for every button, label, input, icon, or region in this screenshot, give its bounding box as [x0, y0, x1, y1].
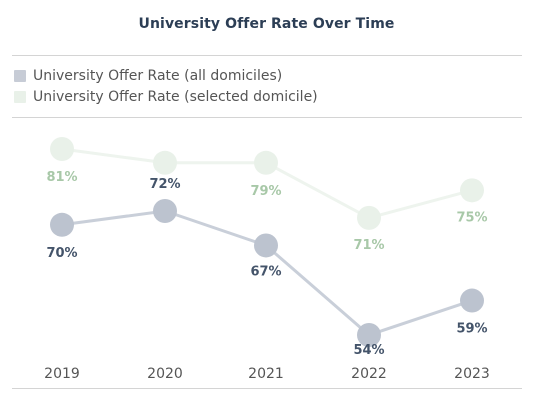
data-label-all-domiciles-2021: 67% [250, 264, 281, 279]
legend-item-selected-domicile[interactable]: University Offer Rate (selected domicile… [14, 86, 318, 107]
data-label-selected-domicile-2023: 75% [456, 210, 487, 225]
legend-divider [12, 117, 522, 118]
legend: University Offer Rate (all domiciles) Un… [14, 65, 318, 107]
title-divider [12, 55, 522, 56]
data-label-all-domiciles-2019: 70% [46, 246, 77, 261]
data-label-selected-domicile-2019: 81% [46, 170, 77, 185]
data-point-all-domiciles-2021[interactable] [254, 233, 278, 258]
data-point-selected-domicile-2020[interactable] [153, 150, 177, 175]
data-label-all-domiciles-2023: 59% [456, 322, 487, 337]
legend-swatch-selected-domicile [14, 90, 26, 103]
legend-item-all-domiciles[interactable]: University Offer Rate (all domiciles) [14, 65, 318, 86]
data-point-all-domiciles-2022[interactable] [357, 323, 381, 347]
data-point-selected-domicile-2023[interactable] [460, 178, 484, 203]
x-tick-2019: 2019 [44, 366, 80, 382]
axis-divider [12, 388, 522, 389]
data-point-selected-domicile-2022[interactable] [357, 205, 381, 230]
legend-label-all-domiciles: University Offer Rate (all domiciles) [33, 67, 283, 84]
data-label-selected-domicile-2021: 79% [250, 184, 281, 199]
data-point-selected-domicile-2019[interactable] [50, 137, 74, 161]
x-tick-2020: 2020 [147, 366, 183, 382]
data-point-selected-domicile-2021[interactable] [254, 150, 278, 175]
chart-title: University Offer Rate Over Time [138, 16, 395, 32]
legend-label-selected-domicile: University Offer Rate (selected domicile… [33, 88, 318, 105]
x-tick-2023: 2023 [454, 366, 490, 382]
data-label-all-domiciles-2020: 72% [149, 177, 180, 192]
data-label-selected-domicile-2022: 71% [353, 238, 384, 253]
data-point-all-domiciles-2023[interactable] [460, 288, 484, 313]
x-tick-2021: 2021 [248, 366, 284, 382]
data-label-all-domiciles-2022: 54% [353, 343, 384, 358]
legend-swatch-all-domiciles [14, 69, 26, 82]
x-tick-2022: 2022 [351, 366, 387, 382]
data-point-all-domiciles-2020[interactable] [153, 199, 177, 223]
data-point-all-domiciles-2019[interactable] [50, 212, 74, 237]
